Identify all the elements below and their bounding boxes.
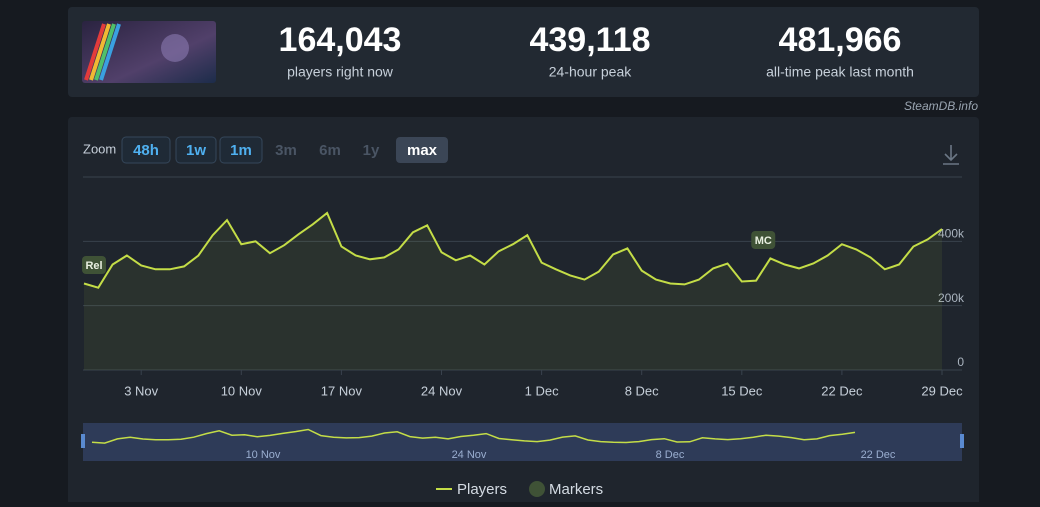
navigator-label: 10 Nov (246, 449, 281, 461)
stat-label: players right now (287, 64, 394, 80)
marker-label[interactable]: MC (755, 235, 772, 247)
stat-value: 439,118 (529, 21, 650, 59)
x-tick-label: 8 Dec (625, 383, 659, 398)
navigator-line (91, 428, 856, 444)
zoom-button[interactable] (175, 136, 217, 164)
zoom-button[interactable] (121, 136, 171, 164)
navigator-handle[interactable] (960, 434, 964, 448)
y-tick-label: 200k (938, 291, 965, 305)
navigator-label: 8 Dec (656, 449, 685, 461)
source-link[interactable]: SteamDB.info (904, 99, 978, 113)
x-tick-label: 3 Nov (124, 383, 158, 398)
zoom-button-label[interactable]: 1y (363, 142, 380, 159)
y-tick-label: 400k (938, 227, 965, 241)
chart-card (68, 117, 979, 507)
navigator-label: 24 Nov (452, 449, 487, 461)
legend-label[interactable]: Markers (549, 481, 603, 498)
x-tick-label: 15 Dec (721, 383, 763, 398)
download-icon[interactable] (943, 145, 959, 165)
marker-badge[interactable] (751, 231, 776, 249)
zoom-button-label[interactable]: 3m (275, 142, 297, 159)
legend-label[interactable]: Players (457, 481, 507, 498)
stat-value: 164,043 (279, 21, 402, 59)
x-tick-label: 22 Dec (821, 383, 863, 398)
zoom-button-label[interactable]: max (407, 142, 438, 159)
navigator-label: 22 Dec (861, 449, 896, 461)
zoom-button-label[interactable]: 1w (186, 142, 206, 159)
navigator[interactable] (83, 423, 962, 461)
x-tick-label: 24 Nov (421, 383, 463, 398)
zoom-label: Zoom (83, 141, 116, 156)
stat-label: 24-hour peak (549, 64, 633, 80)
zoom-buttons: 48h 1w 1m 3m 6m 1y max (121, 136, 448, 164)
x-tick-label: 17 Nov (321, 383, 363, 398)
x-tick-label: 10 Nov (221, 383, 263, 398)
marker-badge[interactable] (82, 256, 107, 274)
zoom-button-label[interactable]: 6m (319, 142, 341, 159)
x-tick-label: 29 Dec (921, 383, 963, 398)
zoom-button[interactable] (396, 137, 448, 163)
stats-card (68, 7, 979, 97)
line-area (84, 213, 942, 370)
thumbnail-stripes (84, 23, 189, 81)
x-tick-label: 1 Dec (525, 383, 559, 398)
stat-label: all-time peak last month (766, 64, 914, 80)
legend-swatch (529, 481, 545, 497)
zoom-button-label[interactable]: 1m (230, 142, 252, 159)
zoom-button[interactable] (219, 136, 263, 164)
plot: 0 200k 400k 3 Nov 10 Nov 17 Nov 24 Nov 1 Dec 8 D… (81, 176, 965, 498)
zoom-button-label[interactable]: 48h (133, 142, 159, 159)
stat-value: 481,966 (779, 21, 902, 59)
navigator-handle[interactable] (81, 434, 85, 448)
y-tick-label: 0 (957, 355, 964, 369)
marker-label[interactable]: Rel (85, 260, 102, 272)
line (83, 211, 943, 289)
